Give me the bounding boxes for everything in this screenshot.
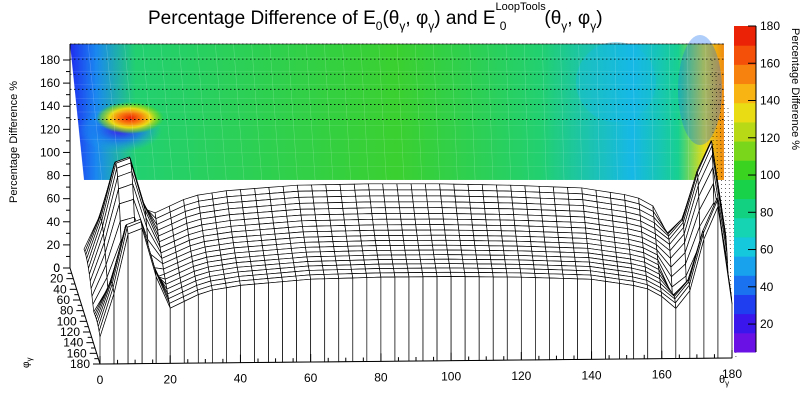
y-tick-label: 180 bbox=[70, 357, 90, 371]
colorbar-segment bbox=[734, 217, 756, 238]
colorbar-tick-label: 60 bbox=[760, 243, 774, 257]
x-tick-label: 120 bbox=[511, 369, 531, 383]
colorbar-ticks: 20 40 60 80 100 120 140 160 180 bbox=[748, 19, 780, 331]
x-tick-label: 180 bbox=[722, 367, 742, 381]
x-tick-label: 140 bbox=[582, 368, 602, 382]
y-tick-label: 0 bbox=[53, 261, 60, 275]
z-tick-label: 60 bbox=[47, 192, 61, 206]
x-tick-label: 160 bbox=[652, 368, 672, 382]
z-tick-label: 120 bbox=[40, 122, 60, 136]
y-tick-label: 20 bbox=[50, 272, 64, 286]
back-colored-surface bbox=[70, 35, 724, 180]
x-tick-label: 100 bbox=[441, 370, 461, 384]
colorbar-tick-label: 140 bbox=[760, 94, 780, 108]
y-tick-label: 60 bbox=[57, 293, 71, 307]
colorbar-segment bbox=[734, 121, 756, 142]
colorbar-tick-label: 160 bbox=[760, 56, 780, 70]
colorbar-segment bbox=[734, 332, 756, 353]
colorbar-segment bbox=[734, 160, 756, 180]
z-tick-label: 180 bbox=[40, 53, 60, 67]
z-axis-ticks: 0 20 40 60 80 100 120 140 160 180 bbox=[40, 53, 70, 275]
colorbar-segment bbox=[734, 313, 756, 334]
colorbar-segment bbox=[734, 45, 756, 65]
x-tick-label: 80 bbox=[374, 370, 388, 384]
y-tick-label: 100 bbox=[57, 314, 77, 328]
colorbar-segment bbox=[734, 64, 756, 85]
x-tick-label: 0 bbox=[97, 373, 104, 387]
y-axis-label: φγ bbox=[21, 358, 34, 368]
colorbar-tick-label: 180 bbox=[760, 19, 780, 33]
colorbar-tick-label: 40 bbox=[760, 280, 774, 294]
colorbar-segment bbox=[734, 275, 756, 295]
x-axis-label: θγ bbox=[719, 374, 729, 388]
colorbar-segment bbox=[734, 294, 756, 315]
colorbar-segment bbox=[734, 236, 756, 257]
z-tick-label: 160 bbox=[40, 76, 60, 90]
colorbar-segment bbox=[734, 256, 756, 276]
colorbar-segment bbox=[734, 179, 756, 200]
x-tick-label: 20 bbox=[164, 372, 178, 386]
z-axis-label: Percentage Difference % bbox=[8, 81, 20, 203]
colorbar-tick-label: 20 bbox=[760, 317, 774, 331]
surface-mesh bbox=[83, 140, 733, 365]
x-tick-label: 40 bbox=[234, 372, 248, 386]
colorbar-segment bbox=[734, 26, 756, 46]
colorbar-segment bbox=[734, 102, 756, 123]
y-tick-label: 40 bbox=[53, 282, 67, 296]
z-tick-label: 0 bbox=[53, 261, 60, 275]
colorbar-segment bbox=[734, 83, 756, 104]
x-axis-ticks: 0 20 40 60 80 100 120 140 160 180 bbox=[97, 350, 742, 387]
colorbar-segment bbox=[734, 198, 756, 219]
colorbar-tick-label: 120 bbox=[760, 131, 780, 145]
y-tick-label: 80 bbox=[60, 304, 74, 318]
chart-title: Percentage Difference of E0(θγ, φγ) and … bbox=[148, 1, 603, 33]
z-tick-label: 140 bbox=[40, 99, 60, 113]
z-tick-label: 20 bbox=[47, 238, 61, 252]
colorbar-label: Percentage Difference % bbox=[789, 28, 801, 150]
colorbar bbox=[734, 26, 757, 353]
y-tick-label: 120 bbox=[60, 325, 80, 339]
y-tick-label: 140 bbox=[63, 336, 83, 350]
z-tick-label: 80 bbox=[47, 169, 61, 183]
colorbar-tick-label: 80 bbox=[760, 205, 774, 219]
title-text: Percentage Difference of E0(θγ, φγ) and … bbox=[148, 1, 603, 33]
y-tick-label: 160 bbox=[67, 346, 87, 360]
z-tick-label: 100 bbox=[40, 145, 60, 159]
colorbar-segment bbox=[734, 141, 756, 161]
z-tick-label: 40 bbox=[47, 215, 61, 229]
colorbar-tick-label: 100 bbox=[760, 168, 780, 182]
x-tick-label: 60 bbox=[304, 371, 318, 385]
back-surface-grid bbox=[69, 43, 725, 181]
